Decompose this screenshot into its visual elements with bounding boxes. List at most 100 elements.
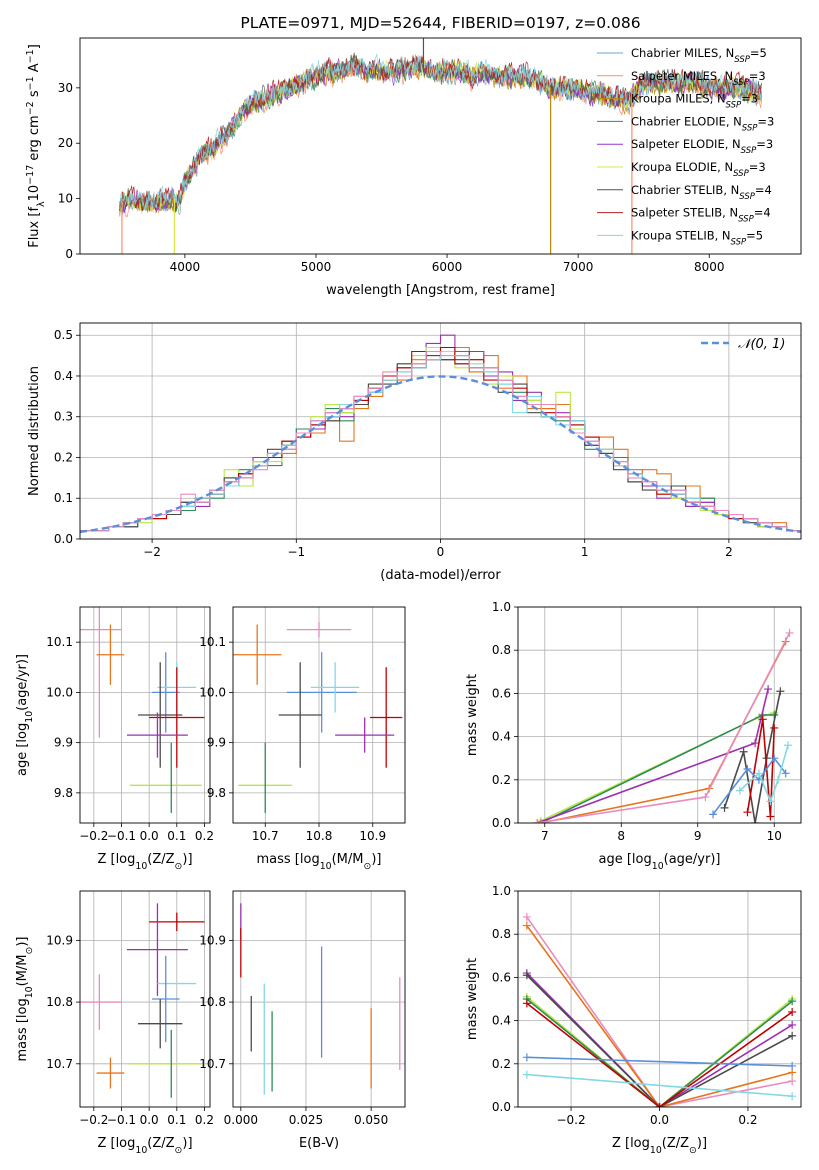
- legend-part: SSP: [738, 215, 754, 225]
- legend-part: =3: [749, 69, 766, 83]
- label-part: (M/M: [332, 852, 364, 867]
- weight-marker: [743, 808, 752, 817]
- x-tick-label: 0.0: [140, 1113, 159, 1127]
- weight-marker: [536, 819, 545, 823]
- label-part: ⊙: [24, 947, 35, 955]
- label-part: s: [27, 90, 42, 101]
- label-part: 10: [650, 1145, 662, 1156]
- x-tick-label: 10.9: [359, 829, 386, 843]
- label-part: ⊙: [175, 1145, 183, 1156]
- legend-part: =3: [756, 137, 773, 151]
- label-part: mass [log: [15, 998, 30, 1061]
- y-tick-label: 9.8: [207, 786, 226, 800]
- y-axis-label: mass [log10(M/M⊙)]: [15, 937, 35, 1062]
- label-part: Z [log: [612, 1136, 650, 1151]
- y-tick-label: 0.8: [492, 927, 511, 941]
- x-tick-label: 7: [541, 829, 549, 843]
- x-tick-label: 1: [581, 545, 589, 559]
- weight-vs-Z-panel: −0.2 0.0 0.2 0.0 0.2 0.4 0.6 0.8 1.0 Z [log10(Z/Z…: [465, 884, 802, 1156]
- legend-entry: Salpeter ELODIE, NSSP=3: [631, 137, 773, 156]
- weight-series-line: [540, 641, 787, 823]
- weight-series-line: [526, 1073, 793, 1097]
- y-tick-label: 0.0: [492, 1100, 511, 1114]
- y-tick-label: 9.9: [54, 736, 73, 750]
- y-tick-label: 0.2: [54, 450, 73, 464]
- weight-marker: [783, 741, 792, 750]
- spectrum-lines: [118, 38, 763, 254]
- x-tick-label: 0.025: [289, 1113, 323, 1127]
- y-tick-label: 0.3: [54, 410, 73, 424]
- x-axis-label: (data-model)/error: [380, 568, 501, 583]
- y-tick-label: 10: [58, 192, 73, 206]
- label-part: Z [log: [97, 852, 135, 867]
- weight-marker: [788, 997, 797, 1006]
- legend-part: =5: [750, 46, 767, 60]
- weight-series-line: [526, 974, 793, 1107]
- residual-histogram: [80, 350, 801, 532]
- label-part: (M/M: [15, 955, 30, 987]
- weight-marker: [522, 912, 531, 921]
- x-tick-label: 0.0: [140, 829, 159, 843]
- x-tick-label: 6000: [432, 260, 463, 274]
- x-tick-label: 0.1: [167, 829, 186, 843]
- weight-marker: [709, 810, 718, 819]
- axes-frame: [232, 606, 406, 824]
- x-tick-label: 0.2: [738, 1113, 757, 1127]
- residual-steps: [80, 334, 801, 534]
- axes-frame: [79, 890, 211, 1108]
- legend-entry: Kroupa MILES, NSSP=3: [631, 92, 758, 111]
- weight-series-line: [526, 1002, 793, 1107]
- x-tick-label: −0.2: [79, 1113, 108, 1127]
- label-part: )]: [697, 1136, 707, 1151]
- label-part: )]: [371, 852, 381, 867]
- weight-marker: [788, 1020, 797, 1029]
- legend-part: Kroupa ELODIE, N: [631, 160, 733, 174]
- label-part: 10: [27, 185, 42, 202]
- y-tick-label: 10.1: [46, 635, 73, 649]
- weight-marker: [766, 797, 775, 806]
- y-tick-label: 0.4: [492, 1014, 511, 1028]
- weight-marker: [743, 765, 752, 773]
- legend-part: Salpeter MILES, N: [631, 69, 733, 83]
- weight-series-line: [526, 972, 793, 1107]
- weight-marker: [522, 971, 531, 980]
- legend-entry: Chabrier MILES, NSSP=5: [631, 46, 767, 65]
- legend-entry: Kroupa STELIB, NSSP=5: [631, 228, 763, 247]
- errorbars: [80, 607, 205, 813]
- weight-series-line: [526, 996, 793, 1107]
- weight-marker: [788, 1092, 797, 1101]
- y-tick-label: 10.7: [199, 1057, 226, 1071]
- residuals-panel: −2 −1 0 1 2 0.0 0.1 0.2 0.3 0.4 0.5 𝒩(0, 1) (data-mo…: [27, 322, 802, 583]
- spectrum-trace: [118, 53, 763, 211]
- label-part: ⊙: [689, 1145, 697, 1156]
- y-tick-label: 0.4: [54, 369, 73, 383]
- label-part: 10: [135, 1145, 147, 1156]
- y-tick-label: 0.6: [492, 686, 511, 700]
- legend-part: Chabrier STELIB, N: [631, 183, 739, 197]
- figure-title: PLATE=0971, MJD=52644, FIBERID=0197, z=0…: [240, 14, 640, 32]
- label-part: λ: [36, 201, 47, 207]
- legend-part: =4: [755, 183, 772, 197]
- y-tick-label: 0.2: [492, 773, 511, 787]
- x-axis-label: Z [log10(Z/Z⊙)]: [612, 1136, 707, 1156]
- x-tick-label: 5000: [301, 260, 332, 274]
- weight-marker: [764, 685, 773, 694]
- y-tick-label: 20: [58, 136, 73, 150]
- y-tick-label: 9.9: [207, 736, 226, 750]
- label-part: )]: [182, 852, 192, 867]
- weight-marker: [739, 747, 748, 756]
- label-part: ]: [27, 44, 42, 49]
- weight-marker: [770, 723, 779, 732]
- y-tick-label: 0.4: [492, 730, 511, 744]
- y-tick-label: 0.6: [492, 970, 511, 984]
- x-tick-label: 2: [725, 545, 733, 559]
- label-part: Flux [f: [27, 207, 42, 248]
- y-tick-label: 10.9: [46, 933, 73, 947]
- x-tick-label: 0.0: [650, 1113, 669, 1127]
- errorbars: [240, 903, 401, 1095]
- y-axis-label: age [log10(age/yr)]: [15, 654, 35, 776]
- weight-series-line: [526, 925, 793, 1107]
- weight-marker: [522, 921, 531, 930]
